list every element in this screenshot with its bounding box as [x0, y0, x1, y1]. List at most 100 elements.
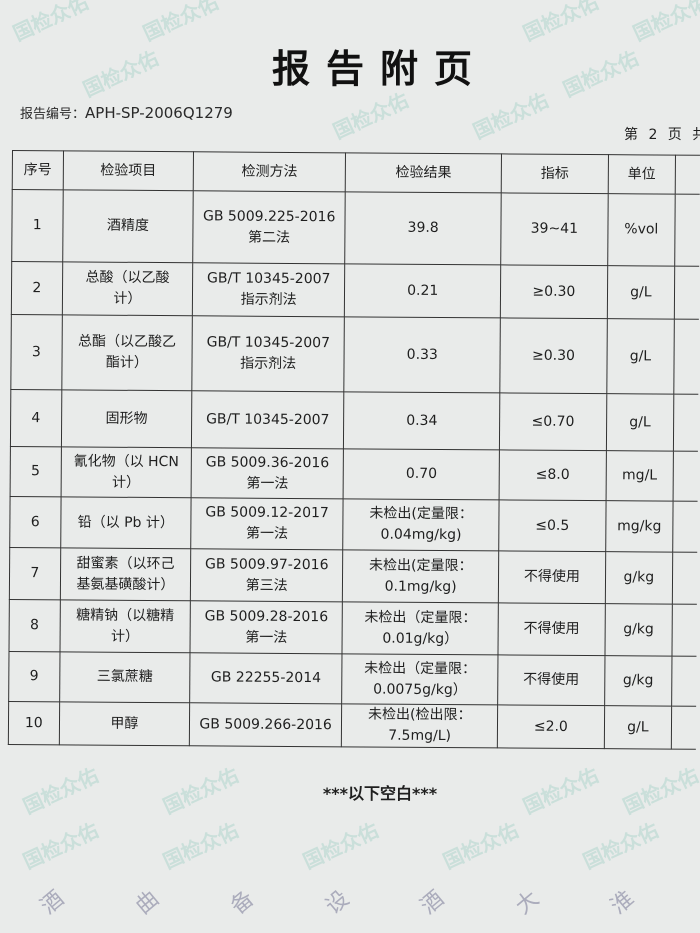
- cell-cut: [674, 266, 700, 320]
- cell-method: GB/T 10345-2007 指示剂法: [192, 315, 345, 392]
- cell-method: GB/T 10345-2007: [191, 390, 344, 449]
- table-row: 10 甲醇 GB 5009.266-2016 未检出(检出限： 7.5mg/L) ≤2.…: [8, 701, 697, 750]
- cell-item: 甲醇: [58, 701, 190, 746]
- cell-method: GB 5009.266-2016: [189, 702, 342, 747]
- cell-limit: ≤0.70: [499, 392, 607, 451]
- cell-item: 固形物: [61, 389, 193, 448]
- cell-result: 0.70: [343, 448, 500, 500]
- cell-result: 0.33: [343, 316, 501, 393]
- cell-no: 6: [9, 496, 61, 548]
- stamp-char: 酒: [416, 886, 450, 920]
- cell-method: GB 5009.28-2016 第一法: [190, 600, 343, 654]
- cell-limit: 39~41: [500, 192, 608, 266]
- cell-result: 未检出(定量限： 0.1mg/kg): [342, 549, 499, 603]
- cell-no: 10: [8, 701, 60, 745]
- cell-unit: g/L: [603, 705, 672, 750]
- cell-unit: g/L: [606, 265, 675, 320]
- results-table: 序号 检验项目 检测方法 检验结果 指标 单位 1 酒精度 GB 5009.225-…: [8, 150, 700, 750]
- col-header-no: 序号: [12, 150, 64, 190]
- stamp-char: 设: [321, 886, 355, 920]
- cell-limit: ≥0.30: [500, 264, 608, 319]
- report-number-value: APH-SP-2006Q1279: [85, 104, 233, 122]
- cell-unit: mg/kg: [605, 500, 674, 553]
- cell-item: 总酯（以乙酸乙 酯计）: [61, 314, 193, 391]
- cell-limit: 不得使用: [497, 654, 605, 706]
- blank-below-note: ***以下空白***: [322, 784, 438, 803]
- cell-limit: ≥0.30: [500, 317, 607, 394]
- report-number-label: 报告编号：: [20, 107, 86, 122]
- table-row: 1 酒精度 GB 5009.225-2016 第二法 39.8 39~41 %vol: [11, 189, 700, 267]
- col-header-method: 检测方法: [193, 151, 346, 192]
- cell-item: 氰化物（以 HCN 计）: [60, 446, 192, 498]
- cell-limit: ≤2.0: [497, 704, 605, 749]
- col-header-unit: 单位: [607, 154, 676, 195]
- cell-method: GB 22255-2014: [189, 652, 343, 704]
- stamp-char: 酒: [36, 886, 70, 920]
- cell-cut: [674, 319, 699, 395]
- report-number: 报告编号：APH-SP-2006Q1279: [20, 103, 233, 122]
- table-row: 5 氰化物（以 HCN 计） GB 5009.36-2016 第一法 0.70 ≤8.0…: [10, 446, 698, 502]
- cell-no: 2: [11, 261, 63, 315]
- cell-unit: g/kg: [604, 655, 673, 707]
- cell-cut: [672, 604, 697, 657]
- cell-cut: [673, 451, 698, 502]
- page-indicator: 第 2 页 共: [624, 127, 700, 143]
- page-title: 报告附页: [271, 47, 488, 91]
- cell-no: 5: [10, 446, 62, 497]
- cell-item: 糖精钠（以糖精 计）: [59, 599, 191, 653]
- table-row: 7 甜蜜素（以环己 基氨基磺酸计） GB 5009.97-2016 第三法 未检出(定…: [9, 547, 698, 605]
- cell-no: 1: [11, 189, 63, 262]
- cell-method: GB 5009.36-2016 第一法: [191, 447, 344, 499]
- table-row: 2 总酸（以乙酸 计） GB/T 10345-2007 指示剂法 0.21 ≥0.30 g…: [11, 261, 700, 320]
- col-header-result: 检验结果: [345, 152, 502, 193]
- cell-result: 未检出(检出限： 7.5mg/L): [341, 703, 498, 748]
- table-row: 6 铅（以 Pb 计） GB 5009.12-2017 第一法 未检出(定量限： 0.…: [9, 496, 698, 553]
- cell-no: 7: [9, 547, 61, 600]
- stamp-char: 大: [511, 886, 545, 920]
- cell-method: GB/T 10345-2007 指示剂法: [192, 262, 345, 317]
- cell-unit: g/kg: [604, 603, 673, 657]
- cell-no: 9: [8, 651, 60, 702]
- cell-cut: [674, 194, 700, 267]
- cell-result: 未检出（定量限： 0.01g/kg）: [342, 601, 499, 655]
- cell-method: GB 5009.225-2016 第二法: [192, 190, 346, 264]
- cell-cut: [673, 394, 699, 452]
- cell-method: GB 5009.97-2016 第三法: [190, 548, 343, 602]
- cell-no: 3: [10, 314, 62, 390]
- stamp-char: 曲: [131, 886, 165, 920]
- watermark: 国检众佑: [439, 818, 522, 874]
- col-header-item: 检验项目: [62, 150, 194, 191]
- cell-cut: [671, 706, 697, 750]
- cell-item: 三氯蔗糖: [59, 651, 191, 703]
- cell-item: 铅（以 Pb 计）: [60, 496, 192, 549]
- cell-cut: [672, 552, 698, 605]
- table-row: 9 三氯蔗糖 GB 22255-2014 未检出（定量限： 0.0075g/kg） 不得…: [8, 651, 697, 707]
- col-header-cut: [675, 155, 700, 195]
- table-row: 3 总酯（以乙酸乙 酯计） GB/T 10345-2007 指示剂法 0.33 ≥0.3…: [10, 314, 699, 395]
- stamp-char: 淮: [606, 886, 640, 920]
- cell-limit: ≤8.0: [499, 449, 606, 501]
- watermark: 国检众佑: [329, 88, 412, 144]
- watermark: 国检众佑: [299, 818, 382, 874]
- cell-unit: g/L: [605, 393, 675, 452]
- cell-cut: [671, 656, 697, 707]
- cell-unit: g/kg: [604, 551, 673, 605]
- table-header-row: 序号 检验项目 检测方法 检验结果 指标 单位: [12, 150, 700, 195]
- cell-item: 甜蜜素（以环己 基氨基磺酸计）: [59, 547, 191, 601]
- cell-result: 未检出(定量限： 0.04mg/kg): [342, 498, 500, 551]
- col-header-limit: 指标: [501, 153, 608, 194]
- cell-method: GB 5009.12-2017 第一法: [190, 497, 344, 550]
- cell-no: 4: [10, 389, 62, 447]
- cell-unit: %vol: [607, 193, 676, 267]
- table-row: 8 糖精钠（以糖精 计） GB 5009.28-2016 第一法 未检出（定量限： 0…: [8, 599, 697, 657]
- stamp-char: 备: [226, 886, 260, 920]
- watermark: 国检众佑: [579, 818, 662, 874]
- cell-limit: 不得使用: [498, 602, 605, 656]
- watermark: 国检众佑: [19, 818, 102, 874]
- cell-result: 39.8: [344, 191, 502, 265]
- cell-limit: 不得使用: [498, 550, 606, 604]
- watermark: 国检众佑: [159, 818, 242, 874]
- cell-item: 总酸（以乙酸 计）: [61, 261, 193, 316]
- cell-no: 8: [8, 599, 60, 652]
- watermark: 国检众佑: [469, 88, 552, 144]
